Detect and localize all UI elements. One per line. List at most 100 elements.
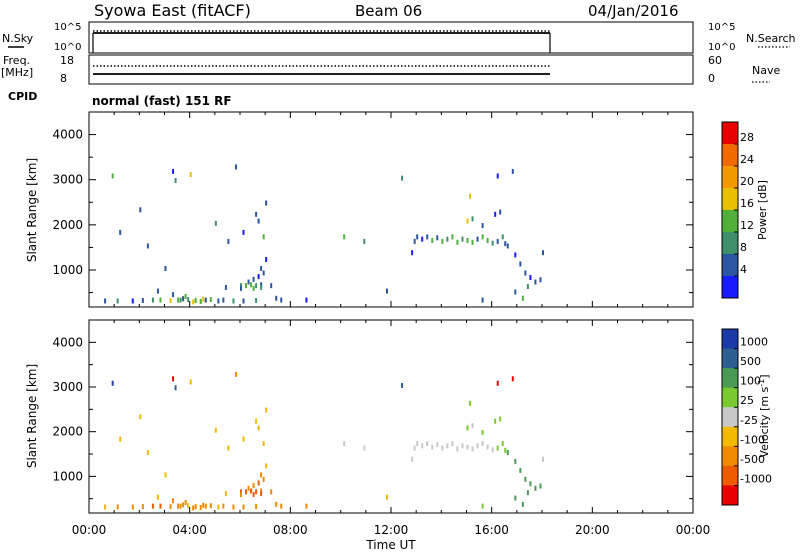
colorbar-swatch bbox=[722, 407, 738, 428]
data-cell bbox=[260, 472, 263, 478]
colorbar-tick-label: 8 bbox=[740, 241, 747, 254]
data-cell bbox=[413, 445, 416, 451]
data-cell bbox=[471, 423, 474, 429]
data-cell bbox=[224, 284, 227, 290]
data-cell bbox=[542, 250, 544, 256]
data-cell bbox=[491, 240, 494, 246]
data-cell bbox=[456, 446, 459, 452]
colorbar-swatch bbox=[722, 232, 738, 255]
data-cell bbox=[255, 504, 258, 510]
data-cell bbox=[189, 172, 192, 178]
data-cell bbox=[141, 504, 144, 510]
data-cell bbox=[156, 288, 159, 294]
data-cell bbox=[169, 298, 172, 304]
data-cell bbox=[257, 274, 260, 280]
y-tick-label: 1000 bbox=[52, 263, 83, 277]
colorbar-swatch bbox=[722, 254, 738, 277]
colorbar-frame bbox=[721, 328, 739, 506]
data-cell bbox=[250, 488, 253, 494]
data-cell bbox=[481, 223, 484, 229]
data-cell bbox=[202, 296, 205, 302]
data-cell bbox=[413, 238, 416, 244]
data-cell bbox=[521, 501, 524, 507]
data-cell bbox=[436, 235, 439, 241]
data-cell bbox=[255, 418, 258, 424]
data-cell bbox=[466, 444, 469, 450]
beam-label: Beam 06 bbox=[355, 2, 422, 20]
colorbar-swatch bbox=[722, 166, 738, 189]
data-cell bbox=[182, 296, 185, 302]
data-cell bbox=[401, 175, 404, 181]
data-cell bbox=[504, 447, 507, 453]
colorbar-swatch bbox=[722, 122, 738, 145]
colorbar-tick-label: 25 bbox=[740, 394, 754, 407]
cpid-value: normal (fast) 151 RF bbox=[92, 94, 232, 108]
data-cell bbox=[446, 443, 449, 449]
data-cell bbox=[519, 467, 522, 473]
data-cell bbox=[401, 383, 404, 389]
data-cell bbox=[177, 297, 180, 303]
data-cell bbox=[469, 400, 472, 406]
x-tick-label: 08:00 bbox=[273, 523, 308, 537]
data-cell bbox=[511, 168, 514, 174]
velocity-plot: 1000 2000 3000 4000 Slant Range [km] bbox=[25, 319, 694, 514]
data-cell bbox=[343, 441, 346, 447]
power-colorbar: Power [dB] 4 8 12 16 20 24 28 bbox=[721, 121, 769, 299]
power-plot: 1000 2000 3000 4000 Slant Range [km] bbox=[25, 111, 694, 308]
data-cell bbox=[305, 503, 308, 509]
colorbar-swatch bbox=[722, 465, 738, 486]
data-cell bbox=[174, 177, 177, 183]
data-cell bbox=[501, 441, 504, 447]
data-cell bbox=[275, 501, 278, 507]
data-cell bbox=[242, 436, 245, 442]
data-cell bbox=[111, 380, 114, 386]
data-cell bbox=[252, 285, 255, 291]
data-cell bbox=[199, 504, 202, 510]
data-cell bbox=[481, 441, 484, 447]
data-cell bbox=[494, 418, 497, 424]
data-cell bbox=[174, 385, 177, 391]
data-cell bbox=[222, 297, 225, 303]
data-cell bbox=[179, 297, 182, 303]
data-cell bbox=[232, 298, 235, 304]
data-cell bbox=[257, 218, 260, 224]
data-cell bbox=[192, 299, 195, 305]
data-cell bbox=[466, 218, 469, 224]
date-label: 04/Jan/2016 bbox=[588, 2, 679, 20]
data-cell bbox=[280, 503, 283, 509]
data-cell bbox=[139, 414, 142, 420]
colorbar-swatch bbox=[722, 144, 738, 167]
colorbar-swatch bbox=[722, 426, 738, 447]
data-cell bbox=[499, 209, 502, 215]
data-cell bbox=[119, 229, 122, 235]
data-cell bbox=[469, 193, 472, 199]
nsearch-tick-bottom: 10^0 bbox=[708, 42, 735, 53]
data-cell bbox=[270, 283, 273, 289]
data-cell bbox=[257, 425, 260, 431]
x-tick-label: 00:00 bbox=[72, 523, 107, 537]
data-cell bbox=[164, 265, 167, 271]
data-cell bbox=[363, 238, 366, 244]
data-cell bbox=[131, 504, 134, 510]
cpid-label: CPID bbox=[8, 90, 37, 103]
data-cell bbox=[119, 436, 122, 442]
data-cell bbox=[252, 483, 255, 489]
data-cell bbox=[529, 275, 532, 281]
colorbar-swatch bbox=[722, 368, 738, 389]
data-cell bbox=[506, 450, 509, 456]
data-cell bbox=[534, 279, 537, 285]
data-cell bbox=[539, 277, 542, 283]
data-cell bbox=[451, 441, 454, 447]
data-cell bbox=[139, 207, 142, 213]
data-cell bbox=[476, 236, 479, 242]
data-cell bbox=[141, 298, 144, 304]
data-cell bbox=[204, 297, 207, 303]
data-cell bbox=[222, 503, 225, 509]
data-cell bbox=[217, 504, 220, 510]
data-cell bbox=[182, 502, 185, 508]
data-cell bbox=[514, 458, 517, 464]
colorbar-swatch bbox=[722, 485, 738, 506]
y-tick-label: 4000 bbox=[52, 335, 83, 349]
data-cell bbox=[255, 283, 258, 289]
